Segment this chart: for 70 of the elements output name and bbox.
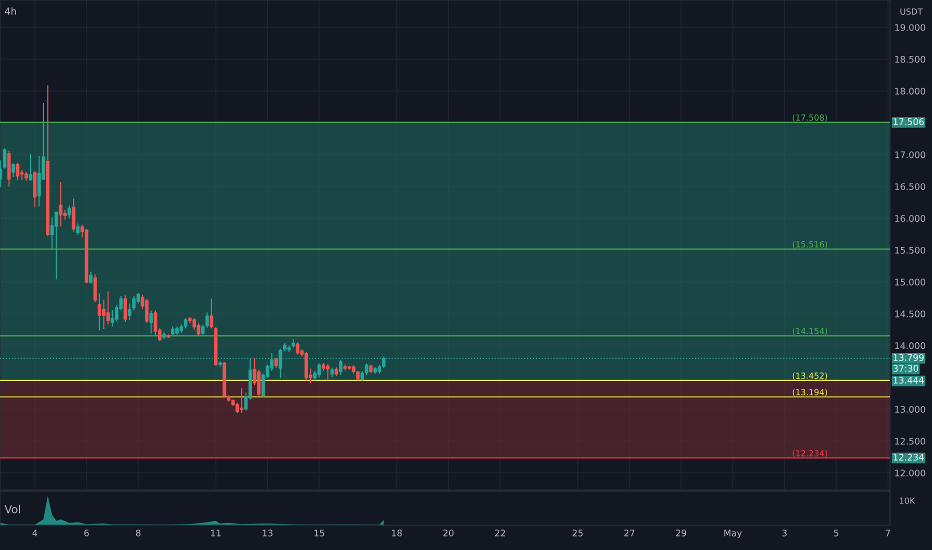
annotation: 37:30 bbox=[893, 364, 918, 372]
text: 4h bbox=[4, 7, 16, 15]
ref-line-label: (14.154) bbox=[792, 328, 828, 336]
x-tick-label: 18 bbox=[392, 530, 402, 536]
candlestick bbox=[274, 357, 278, 368]
candlestick bbox=[98, 292, 102, 331]
ref-line-label: (13.194) bbox=[792, 388, 828, 396]
ref-line-label: (17.508) bbox=[792, 114, 828, 122]
x-tick-label: May bbox=[724, 530, 742, 538]
candlestick bbox=[154, 310, 158, 337]
y-tick-label: 16.500 bbox=[895, 183, 926, 190]
candlestick bbox=[240, 388, 244, 414]
candlestick bbox=[12, 163, 15, 178]
x-tick-label: 7 bbox=[886, 530, 890, 536]
y-tick-label: 19.000 bbox=[895, 24, 926, 31]
y-tick-label: 18.000 bbox=[895, 88, 926, 95]
y-tick-label: 12.000 bbox=[895, 470, 926, 476]
x-tick-label: 29 bbox=[676, 530, 686, 536]
candlestick bbox=[184, 318, 188, 329]
y-tick-label: 14.500 bbox=[895, 310, 926, 318]
candlestick bbox=[128, 303, 132, 321]
candlestick bbox=[330, 367, 334, 378]
candlestick bbox=[72, 198, 76, 232]
x-tick-label: 3 bbox=[782, 530, 787, 536]
y-tick-label: 17.000 bbox=[895, 151, 926, 158]
candlestick bbox=[110, 309, 114, 328]
candlestick bbox=[76, 222, 80, 236]
y-tick-label: 15.000 bbox=[895, 278, 926, 286]
candlestick bbox=[106, 290, 110, 326]
candlestick bbox=[317, 362, 321, 378]
y-tick-label: 16.000 bbox=[895, 215, 926, 222]
candlestick bbox=[28, 153, 32, 182]
annotation: 17.506 bbox=[894, 118, 924, 126]
x-tick-label: 15 bbox=[314, 530, 324, 536]
candlestick bbox=[339, 359, 342, 376]
x-tick-label: 27 bbox=[624, 530, 634, 536]
y-tick-label: 13.000 bbox=[895, 406, 926, 413]
x-tick-label: 22 bbox=[495, 530, 505, 536]
x-tick-label: 11 bbox=[211, 530, 221, 536]
ref-line-label: (12.234) bbox=[792, 450, 828, 458]
y-tick-label: 14.000 bbox=[895, 342, 926, 350]
text: Vol bbox=[4, 504, 20, 514]
annotation: 13.799 bbox=[894, 354, 924, 361]
candlestick bbox=[2, 148, 6, 170]
x-tick-label: 4 bbox=[32, 530, 38, 536]
candlestick bbox=[201, 324, 205, 336]
y-axis-title: USDT bbox=[900, 8, 923, 15]
x-tick-label: 6 bbox=[84, 530, 89, 536]
candlestick bbox=[68, 205, 72, 219]
candlestick bbox=[149, 310, 153, 334]
x-tick-label: 5 bbox=[834, 530, 838, 536]
ref-line-label: (13.452) bbox=[792, 372, 828, 380]
text: 10K bbox=[900, 497, 916, 504]
annotation: 13.444 bbox=[894, 376, 924, 384]
candlestick bbox=[356, 370, 360, 382]
ref-line-label: (15.516) bbox=[792, 241, 828, 248]
candlestick bbox=[89, 271, 93, 284]
y-tick-label: 12.500 bbox=[895, 438, 926, 445]
y-tick-label: 18.500 bbox=[895, 56, 926, 63]
y-tick-label: 15.500 bbox=[895, 246, 926, 254]
annotation: 12.234 bbox=[894, 454, 924, 461]
candlestick bbox=[93, 274, 97, 303]
x-tick-label: 13 bbox=[262, 530, 273, 536]
x-tick-label: 20 bbox=[443, 530, 454, 536]
candlestick bbox=[124, 294, 128, 323]
x-tick-label: 25 bbox=[572, 530, 583, 536]
candlestick bbox=[132, 295, 136, 312]
candlestick bbox=[205, 312, 209, 328]
candlestick bbox=[16, 162, 20, 181]
x-tick-label: 8 bbox=[136, 530, 140, 536]
